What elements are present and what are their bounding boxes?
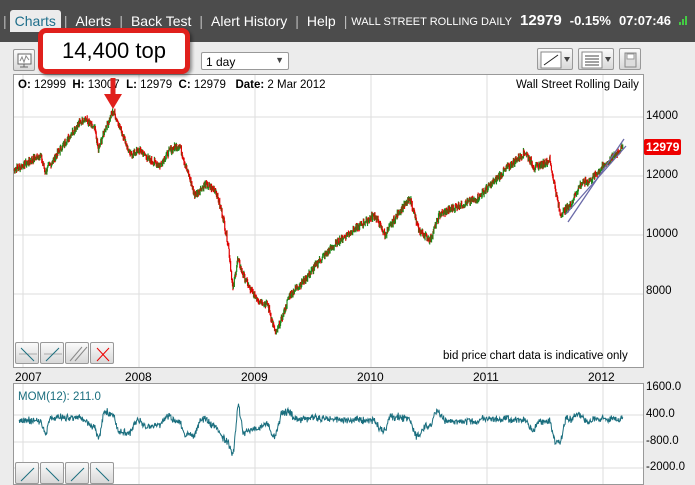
x-tick: 2009: [241, 370, 268, 384]
tab-alert-history[interactable]: Alert History: [211, 13, 288, 29]
x-tick: 2010: [357, 370, 384, 384]
period-select[interactable]: 1 day ▼: [201, 52, 289, 70]
tab-alerts[interactable]: Alerts: [75, 13, 112, 29]
y-tick: 10000: [646, 228, 678, 240]
high-label: H:: [72, 79, 85, 91]
indicators-menu-button[interactable]: [578, 48, 614, 70]
ticker-change: -0.15%: [569, 13, 611, 28]
last-price-badge: 12979: [644, 139, 682, 155]
period-value: 1 day: [206, 55, 236, 69]
chart-type-button[interactable]: [13, 49, 35, 71]
line-tool-icon: [540, 51, 570, 69]
disclaimer: bid price chart data is indicative only: [443, 350, 628, 362]
arrow-down-right-icon: [19, 347, 37, 362]
save-icon: [624, 52, 637, 68]
annotation-callout: 14,400 top: [38, 28, 190, 74]
ticker-name: WALL STREET ROLLING DAILY: [351, 16, 513, 28]
momentum-label: MOM(12): 211.0: [18, 391, 101, 403]
mom-y-tick: 400.0: [646, 408, 675, 420]
mom-tool-3[interactable]: [65, 462, 89, 484]
arrow-up-right-icon: [70, 467, 85, 482]
low-value: 12979: [140, 79, 173, 91]
ticker-price: 12979: [520, 12, 562, 29]
monitor-icon: [17, 53, 32, 68]
uptrend-tool-button[interactable]: [40, 342, 64, 364]
mom-tool-2[interactable]: [40, 462, 64, 484]
trend-line: [565, 145, 627, 215]
low-label: L:: [126, 79, 137, 91]
open-value: 12999: [33, 79, 66, 91]
x-tick: 2011: [473, 370, 499, 384]
save-button[interactable]: [619, 48, 641, 70]
x-tick: 2008: [125, 370, 152, 384]
x-tick: 2007: [15, 370, 42, 384]
close-icon: [96, 347, 110, 362]
parallel-lines-icon: [69, 346, 88, 362]
tab-back-test[interactable]: Back Test: [130, 13, 192, 29]
delete-lines-button[interactable]: [90, 342, 114, 364]
ticker-time: 07:07:46: [618, 13, 671, 28]
draw-tool-button[interactable]: [537, 48, 573, 70]
arrow-up-right-icon: [20, 467, 35, 482]
y-tick: 12000: [646, 169, 678, 181]
x-tick: 2012: [588, 370, 615, 384]
mom-y-tick: -2000.0: [646, 461, 686, 473]
date-value: 2 Mar 2012: [267, 79, 326, 91]
chevron-down-icon: ▼: [275, 55, 284, 65]
mom-y-tick: 1600.0: [646, 381, 682, 393]
tab-charts[interactable]: Charts: [9, 10, 61, 32]
mom-tool-1[interactable]: [15, 462, 39, 484]
close-label: C:: [178, 79, 191, 91]
open-label: O:: [18, 79, 31, 91]
mom-tool-4[interactable]: [90, 462, 114, 484]
y-tick: 14000: [646, 110, 678, 122]
arrow-down-right-icon: [45, 467, 60, 482]
momentum-line: [18, 403, 624, 456]
arrow-down-right-icon: [95, 467, 110, 482]
mom-y-tick: -800.0: [646, 435, 679, 447]
downtrend-tool-button[interactable]: [15, 342, 39, 364]
list-icon: [581, 51, 611, 69]
date-label: Date:: [235, 79, 265, 91]
y-tick: 8000: [646, 285, 672, 297]
ohlc-readout: O: 12999 H: 13007 L: 12979 C: 12979 Date…: [18, 79, 326, 91]
ticker: WALL STREET ROLLING DAILY 12979 -0.15% 0…: [351, 12, 687, 29]
nav-tabs: | Charts | Alerts | Back Test | Alert Histo…: [0, 10, 350, 32]
high-value: 13007: [87, 79, 120, 91]
tab-help[interactable]: Help: [306, 13, 336, 29]
signal-icon: [679, 15, 687, 25]
close-value: 12979: [193, 79, 226, 91]
instrument-name: Wall Street Rolling Daily: [516, 79, 639, 91]
arrow-up-right-icon: [44, 347, 62, 362]
channel-tool-button[interactable]: [65, 342, 89, 364]
